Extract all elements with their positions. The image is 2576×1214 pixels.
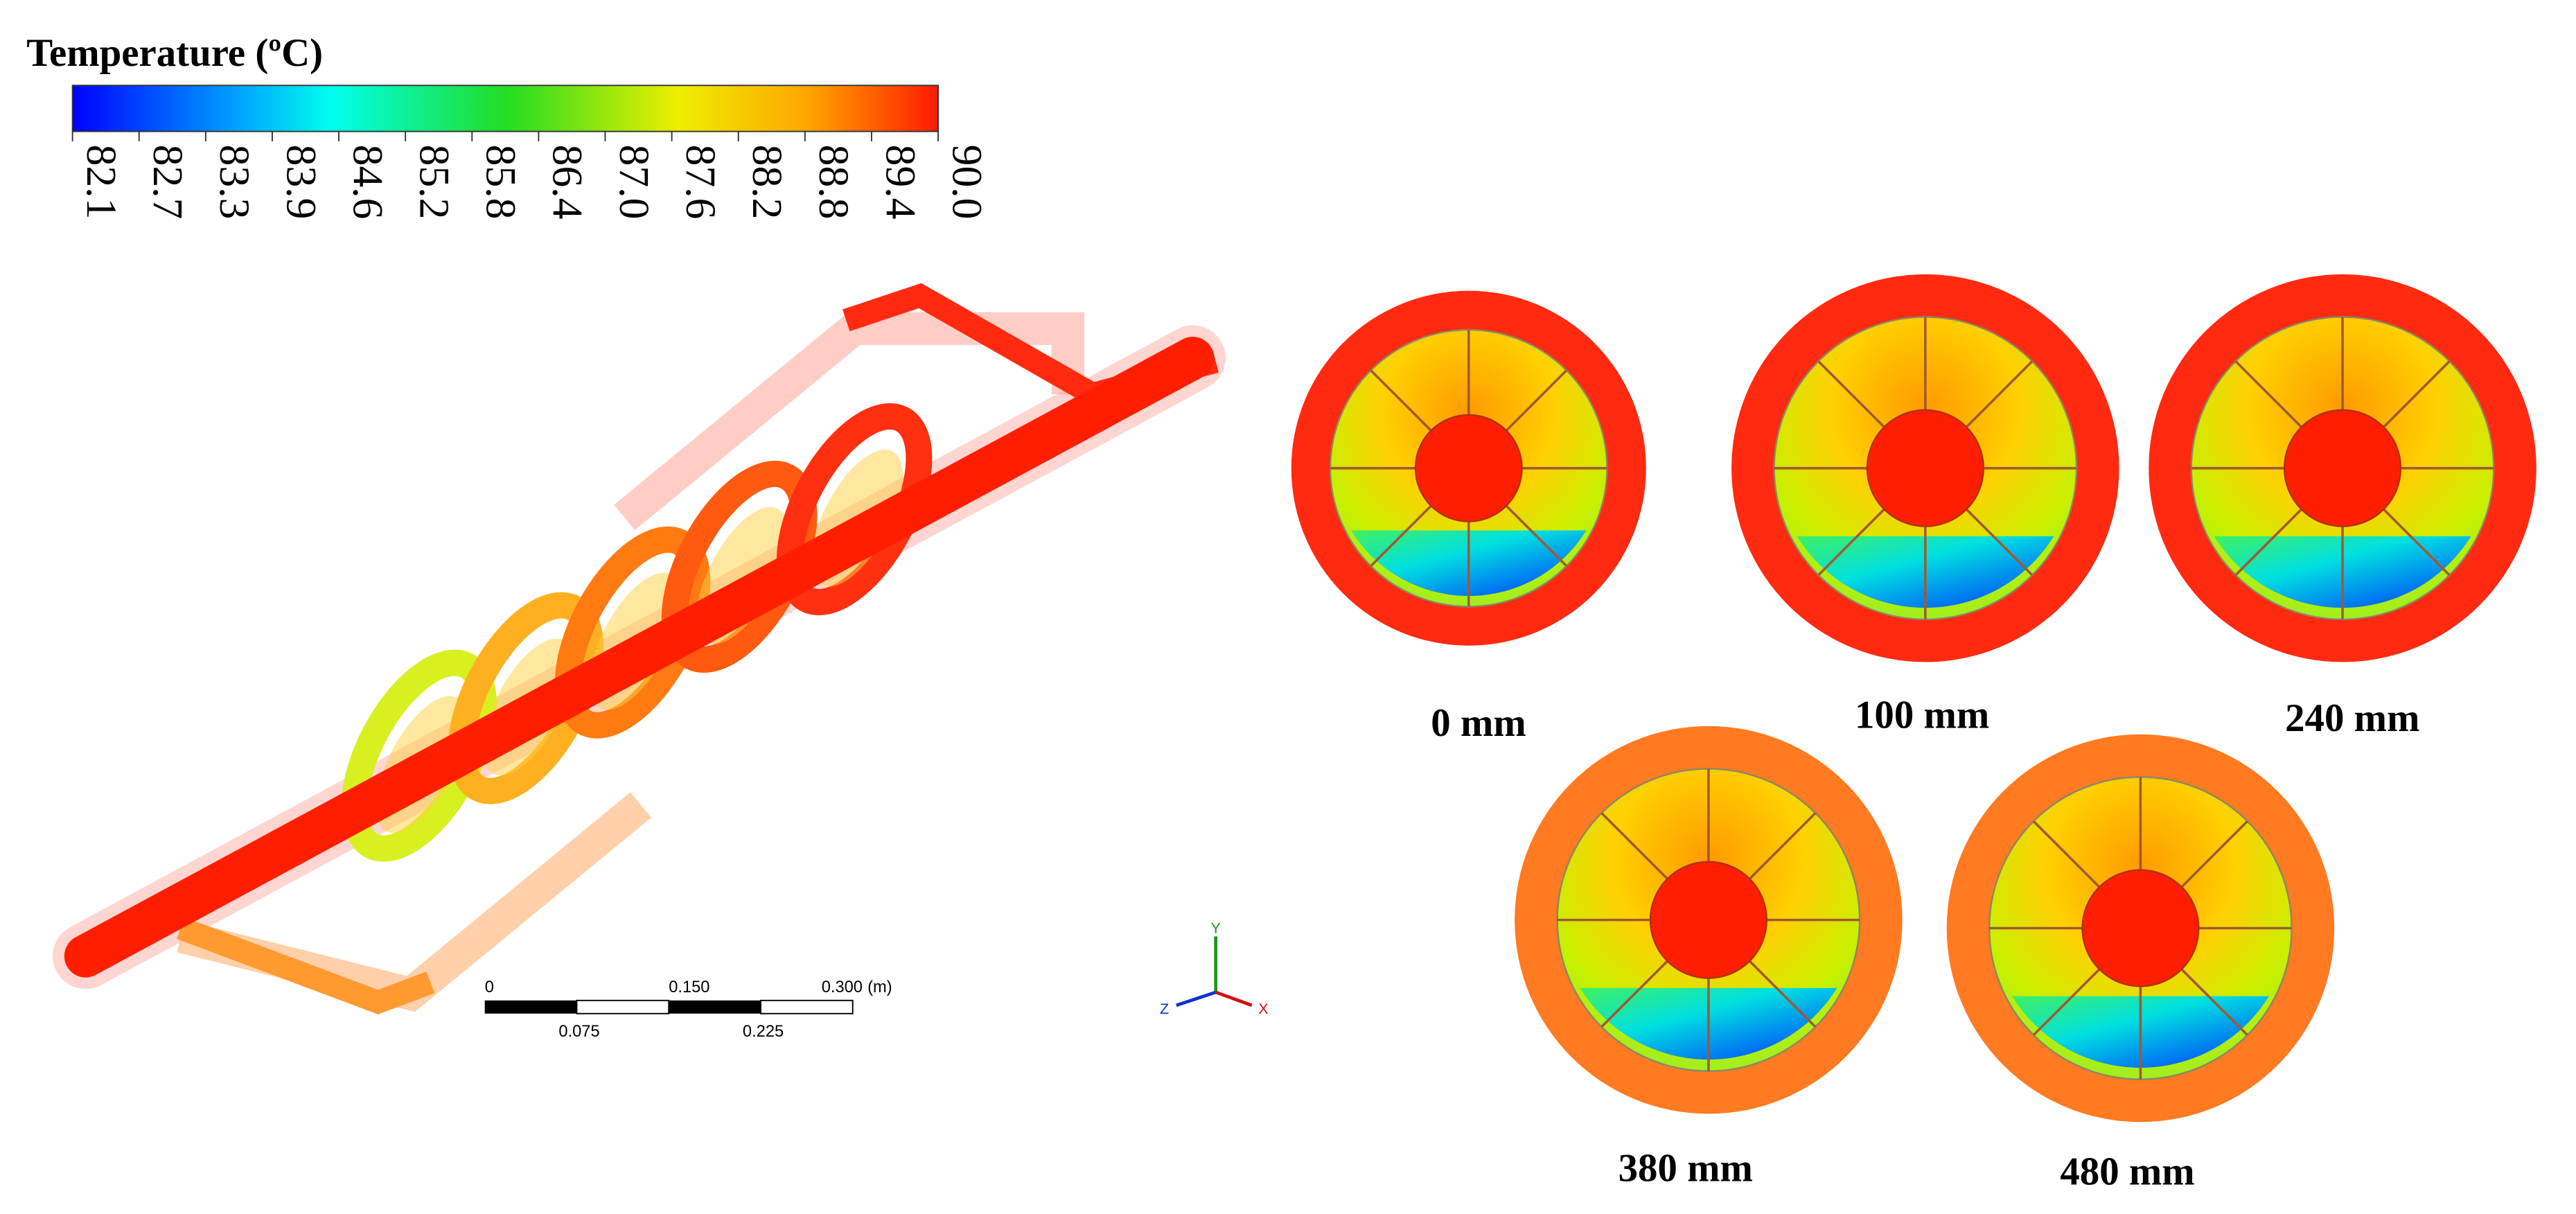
colorbar-tick-label: 84.6	[344, 145, 391, 220]
scale-bar: 0 0.150 0.300 (m) 0.075 0.225	[484, 978, 892, 1041]
scale-segment	[669, 1000, 761, 1014]
colorbar-tick-label: 87.0	[610, 145, 658, 220]
hub	[2283, 409, 2402, 527]
scale-segment	[484, 1000, 577, 1014]
section-label: 240 mm	[2285, 696, 2419, 740]
colorbar-tick-label: 90.0	[943, 145, 990, 220]
cross-section: 480 mm	[1946, 734, 2335, 1193]
cross-section: 100 mm	[1731, 274, 2119, 737]
colorbar-tick-label: 83.3	[211, 145, 258, 220]
colorbar-tick-label: 87.6	[677, 145, 724, 220]
central-pipe	[64, 337, 1215, 978]
scale-label: 0.075	[558, 1023, 599, 1041]
scale-segment	[760, 999, 854, 1014]
scale-label: 0.150	[669, 978, 709, 996]
cross-section: 380 mm	[1515, 725, 1903, 1190]
colorbar-tick-label: 88.8	[810, 145, 857, 220]
colorbar-tick-label: 82.7	[144, 145, 191, 220]
colorbar-tick-label: 85.8	[477, 145, 524, 220]
colorbar-tick-label: 88.2	[743, 145, 791, 220]
colorbar-title: Temperature (ºC)	[26, 31, 323, 75]
hub	[1649, 861, 1768, 979]
hub	[1414, 414, 1523, 522]
cross-section: 0 mm	[1291, 290, 1646, 745]
loop-pipe	[177, 917, 435, 1014]
axis-z	[1176, 990, 1217, 1008]
colorbar-tick-label: 82.1	[78, 145, 125, 220]
section-label: 0 mm	[1431, 701, 1526, 745]
hub	[1866, 409, 1984, 527]
colorbar-tick-label: 83.9	[277, 145, 324, 220]
colorbar-tick-label: 85.2	[411, 145, 458, 220]
axis-label: X	[1258, 1001, 1268, 1017]
section-label: 380 mm	[1618, 1147, 1753, 1190]
colorbar-tick-label: 89.4	[876, 145, 924, 220]
scale-unit: (m)	[867, 978, 892, 996]
scale-label: 0.225	[743, 1023, 784, 1041]
hub	[2081, 869, 2200, 987]
scale-segment	[576, 999, 670, 1014]
cross-section: 240 mm	[2149, 274, 2537, 740]
colorbar-tick-label: 86.4	[544, 145, 591, 220]
axes-triad: Y X Z	[1160, 920, 1268, 1017]
scale-label: 0	[485, 978, 494, 996]
section-label: 100 mm	[1855, 693, 1989, 737]
scale-label: 0.300	[822, 978, 863, 996]
axis-label: Y	[1211, 920, 1221, 937]
section-label: 480 mm	[2060, 1150, 2194, 1193]
axis-x	[1215, 990, 1253, 1008]
colorbar	[71, 85, 939, 132]
device-3d	[53, 283, 1226, 1014]
axis-label: Z	[1160, 1001, 1169, 1017]
